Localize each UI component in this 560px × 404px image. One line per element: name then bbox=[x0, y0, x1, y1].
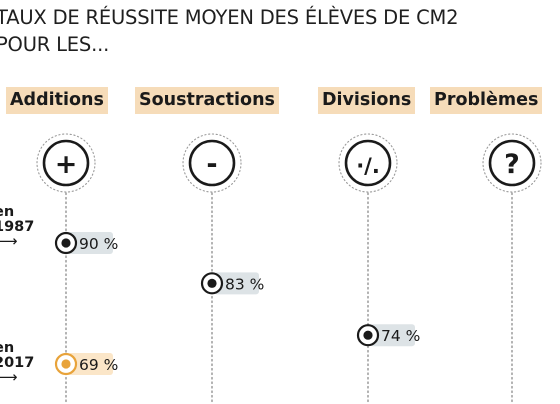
icon-circle bbox=[344, 139, 392, 187]
data-point-1987: 74 % bbox=[356, 324, 420, 347]
year-label-1987: en 1987 ⟶ bbox=[0, 204, 35, 250]
icon-outer-ring bbox=[182, 133, 242, 193]
icon-circle bbox=[42, 139, 90, 187]
value-label: 74 % bbox=[381, 327, 420, 345]
category-label-divisions: Divisions bbox=[318, 87, 416, 114]
plus-icon: + bbox=[36, 133, 96, 193]
icon-circle bbox=[188, 139, 236, 187]
point-dot bbox=[207, 278, 217, 288]
point-dot bbox=[61, 238, 71, 248]
year-1987-number: 1987 bbox=[0, 219, 35, 235]
year-2017-number: 2017 bbox=[0, 355, 35, 371]
category-label-additions: Additions bbox=[6, 87, 108, 114]
value-label-bg bbox=[214, 272, 259, 295]
icon-outer-ring bbox=[482, 133, 542, 193]
year-label-2017: en 2017 ⟶ bbox=[0, 340, 35, 386]
question-icon: ? bbox=[482, 133, 542, 193]
icon-glyph: ·/. bbox=[356, 154, 380, 178]
minus-icon: - bbox=[182, 133, 242, 193]
icon-outer-ring bbox=[338, 133, 398, 193]
chart-title-line-1: TAUX DE RÉUSSITE MOYEN DES ÉLÈVES DE CM2 bbox=[0, 6, 459, 29]
data-point-1987: 83 % bbox=[200, 272, 264, 295]
icon-glyph: + bbox=[55, 149, 78, 180]
arrow-right-icon: ⟶ bbox=[0, 232, 18, 250]
value-label-bg bbox=[370, 324, 415, 347]
value-label: 69 % bbox=[79, 356, 118, 374]
arrow-right-icon: ⟶ bbox=[0, 368, 18, 386]
point-dot bbox=[363, 330, 373, 340]
year-2017-word: en bbox=[0, 340, 15, 356]
chart-title: TAUX DE RÉUSSITE MOYEN DES ÉLÈVES DE CM2… bbox=[0, 4, 459, 58]
data-point-1987: 90 % bbox=[54, 231, 118, 255]
chart-title-line-2: POUR LES... bbox=[0, 33, 110, 56]
icon-outer-ring bbox=[36, 133, 96, 193]
icon-glyph: - bbox=[206, 149, 217, 180]
data-point-2017: 69 % bbox=[54, 352, 118, 376]
category-label-problemes: Problèmes bbox=[430, 87, 543, 114]
icon-circle bbox=[488, 139, 536, 187]
year-1987-word: en bbox=[0, 204, 15, 220]
value-label-bg bbox=[68, 232, 113, 254]
icon-glyph: ? bbox=[504, 149, 520, 180]
category-label-soustractions: Soustractions bbox=[135, 87, 279, 114]
value-label: 83 % bbox=[225, 275, 264, 293]
value-label: 90 % bbox=[79, 235, 118, 253]
value-label-bg bbox=[68, 353, 113, 375]
point-dot bbox=[61, 359, 71, 369]
percent-icon: ·/. bbox=[338, 133, 398, 193]
